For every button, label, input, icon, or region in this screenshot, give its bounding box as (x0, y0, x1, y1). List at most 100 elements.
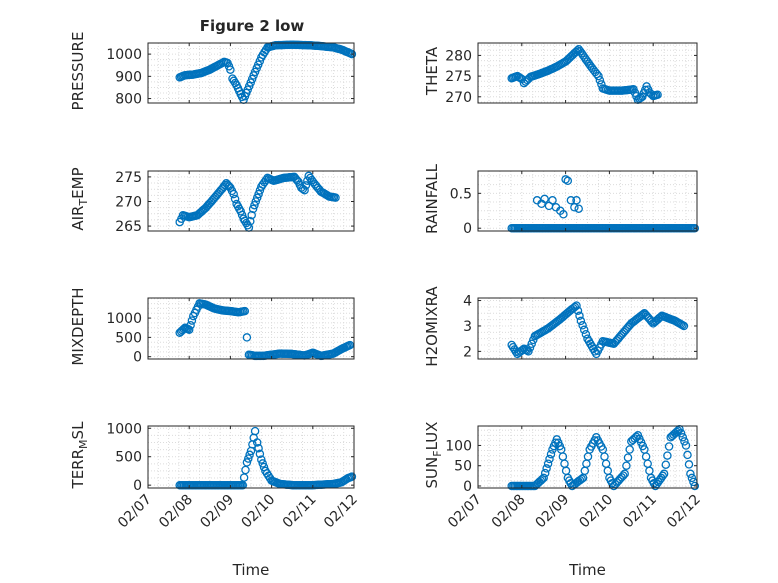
y-tick-label: 280 (445, 48, 472, 64)
data-point (247, 210, 256, 220)
y-tick-label: 0 (463, 479, 472, 495)
data-point (250, 426, 260, 436)
x-tick-label: 02/07 (445, 492, 485, 532)
data-point (560, 459, 569, 468)
data-point (678, 433, 688, 442)
data-point (581, 329, 591, 339)
y-axis-label: TERRMSL (69, 421, 90, 490)
data-point (601, 459, 611, 468)
y-axis-label: RAINFALL (423, 163, 441, 234)
data-point (240, 216, 250, 226)
subplot-pressure: 800 900 1000 PRESSURE (69, 32, 357, 111)
axes-box (477, 425, 698, 489)
x-tick-label: 02/08 (489, 492, 529, 532)
data-point (575, 311, 584, 321)
axes-box (147, 42, 355, 104)
y-axis-label: THETA (423, 46, 441, 96)
data-point (245, 450, 254, 460)
y-tick-label: 0.5 (450, 186, 472, 202)
y-axis-label: AIRTEMP (69, 167, 90, 230)
y-tick-label: 100 (445, 438, 472, 454)
data-point (545, 454, 554, 464)
data-series (175, 40, 357, 104)
data-point (664, 442, 674, 451)
y-tick-label: 270 (115, 194, 142, 210)
data-point (643, 459, 652, 468)
data-point (241, 465, 250, 475)
grid-lines (477, 171, 698, 231)
subplot-h2omixra: 2 3 4 H2OMIXRA (423, 286, 698, 367)
data-point (292, 175, 302, 185)
data-point (347, 472, 357, 481)
y-tick-label: 500 (115, 330, 142, 346)
data-point (548, 196, 557, 205)
data-point (230, 194, 240, 204)
x-tick-label: 02/09 (197, 492, 237, 532)
data-point (576, 316, 586, 326)
data-point (572, 196, 581, 205)
data-point (229, 189, 238, 199)
data-point (251, 197, 261, 206)
data-point (618, 471, 628, 480)
x-tick-label: 02/10 (576, 492, 616, 532)
y-tick-label: 500 (115, 450, 142, 466)
data-point (186, 320, 195, 330)
data-point (258, 459, 267, 468)
grid-lines (477, 43, 698, 103)
y-axis-label: SUNFLUX (423, 422, 444, 489)
data-point (679, 321, 689, 331)
data-point (236, 207, 245, 216)
data-point (242, 458, 252, 467)
data-point (255, 449, 265, 459)
data-point (250, 200, 259, 210)
data-point (248, 204, 258, 214)
y-tick-label: 265 (115, 219, 142, 235)
data-point (620, 469, 629, 479)
data-point (676, 429, 686, 438)
subplot-air-temp: 265 270 275 AIRTEMP (69, 167, 355, 235)
y-tick-label: 0 (133, 478, 142, 494)
data-point (573, 306, 583, 315)
data-point (686, 469, 695, 479)
y-axis-label: PRESSURE (69, 32, 87, 111)
x-tick-label: 02/07 (115, 492, 155, 532)
data-point (578, 321, 587, 330)
x-axis-label: Time (232, 561, 270, 579)
x-tick-label: 02/11 (620, 492, 660, 532)
subplot-sun-flux: 0 50 100 02/07 02/08 02/09 02/10 02/11 02/12 Time… (423, 422, 704, 579)
data-point (559, 210, 568, 219)
y-tick-label: 1000 (106, 47, 142, 63)
data-point (252, 438, 262, 447)
y-tick-label: 275 (115, 170, 142, 186)
y-axis-label: H2OMIXRA (423, 286, 441, 367)
data-point (561, 175, 570, 184)
data-point (653, 90, 662, 99)
x-tick-label: 02/10 (239, 492, 279, 532)
data-point (240, 306, 250, 316)
data-point (187, 316, 197, 325)
y-tick-label: 0 (133, 350, 142, 366)
data-point (246, 217, 255, 226)
data-point (583, 57, 592, 66)
data-point (690, 481, 700, 491)
y-tick-label: 3 (463, 319, 472, 335)
data-point (690, 223, 700, 233)
data-series (507, 175, 700, 233)
data-point (226, 65, 235, 74)
data-point (663, 451, 672, 460)
data-point (254, 189, 263, 199)
data-point (625, 445, 634, 454)
data-point (546, 449, 556, 459)
axes-box (477, 42, 698, 104)
data-series (507, 424, 700, 491)
data-point (658, 471, 667, 481)
data-point (579, 325, 589, 335)
data-point (229, 76, 239, 86)
data-point (577, 49, 586, 58)
data-point (518, 345, 527, 355)
data-point (252, 193, 262, 203)
y-tick-label: 1000 (106, 421, 142, 437)
data-point (623, 453, 633, 462)
data-point (184, 325, 194, 334)
